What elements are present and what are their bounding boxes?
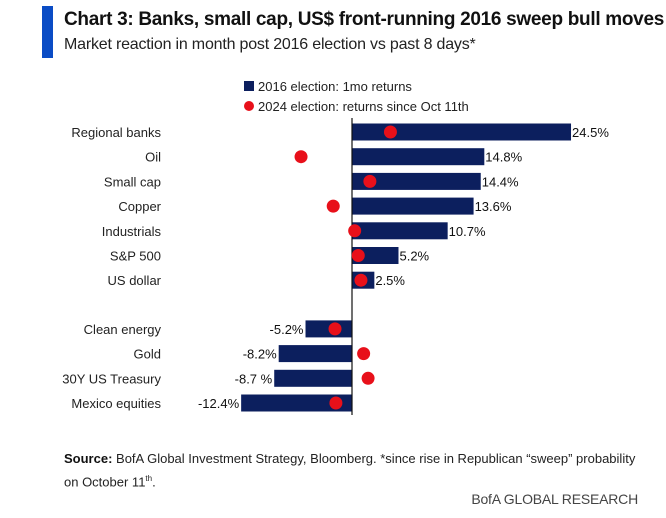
chart-subtitle: Market reaction in month post 2016 elect… [64, 36, 476, 53]
category-label: Industrials [102, 224, 162, 239]
chart-title: Chart 3: Banks, small cap, US$ front-run… [64, 9, 664, 30]
bar [278, 345, 352, 363]
bar [352, 148, 485, 166]
dot-2024 [361, 371, 375, 385]
source-end: . [152, 474, 156, 490]
bar-value-label: 13.6% [475, 199, 512, 214]
category-label: Clean energy [84, 322, 162, 337]
dot-2024 [294, 150, 308, 164]
dot-2024 [383, 125, 397, 139]
bar-value-label: 10.7% [449, 224, 486, 239]
category-label: Oil [145, 150, 161, 165]
bar-value-label: -8.2% [243, 347, 277, 362]
dot-2024 [348, 224, 362, 238]
category-label: Regional banks [71, 125, 161, 140]
title-accent-bar [42, 6, 53, 58]
category-label: Gold [134, 347, 161, 362]
legend-item-2016: 2016 election: 1mo returns [244, 76, 469, 96]
bar-value-label: 5.2% [399, 249, 429, 264]
category-label: US dollar [108, 273, 162, 288]
bar-value-label: 14.8% [485, 150, 522, 165]
source-sup: th [145, 474, 153, 483]
source-text: BofA Global Investment Strategy, Bloombe… [64, 451, 636, 490]
dot-2024 [363, 174, 377, 188]
bar [352, 172, 481, 190]
dot-2024 [351, 249, 365, 262]
category-label: Small cap [104, 174, 161, 189]
bar-value-label: -5.2% [270, 322, 304, 337]
bar [352, 222, 448, 240]
legend-item-2024: 2024 election: returns since Oct 11th [244, 96, 469, 116]
dot-2024 [354, 273, 368, 287]
dot-2024 [329, 396, 343, 410]
dot-2024 [328, 322, 342, 336]
bar [274, 369, 352, 387]
source-label: Source: [64, 451, 113, 466]
legend-label-2016: 2016 election: 1mo returns [258, 78, 412, 94]
legend-dot-icon [244, 101, 254, 111]
category-label: 30Y US Treasury [62, 371, 161, 386]
category-label: Copper [118, 199, 161, 214]
bar-chart: Regional banks 24.5% Oil 14.8% Small cap 14.4… [62, 118, 609, 415]
legend: 2016 election: 1mo returns 2024 election… [244, 76, 469, 116]
legend-square-icon [244, 81, 254, 91]
bar [352, 247, 399, 264]
dot-2024 [326, 199, 340, 213]
dot-2024 [357, 347, 371, 361]
bar [352, 197, 474, 215]
bar-value-label: 14.4% [482, 174, 519, 189]
category-label: Mexico equities [71, 396, 161, 411]
bar-value-label: 2.5% [375, 273, 405, 288]
brand-label: BofA GLOBAL RESEARCH [471, 491, 638, 507]
footnote: Source: BofA Global Investment Strategy,… [64, 449, 644, 492]
bar [352, 123, 572, 141]
bar-value-label: 24.5% [572, 125, 609, 140]
bar-value-label: -12.4% [198, 396, 240, 411]
category-label: S&P 500 [110, 249, 161, 264]
legend-label-2024: 2024 election: returns since Oct 11th [258, 98, 469, 114]
bar-value-label: -8.7 % [235, 371, 273, 386]
bar [241, 394, 352, 412]
